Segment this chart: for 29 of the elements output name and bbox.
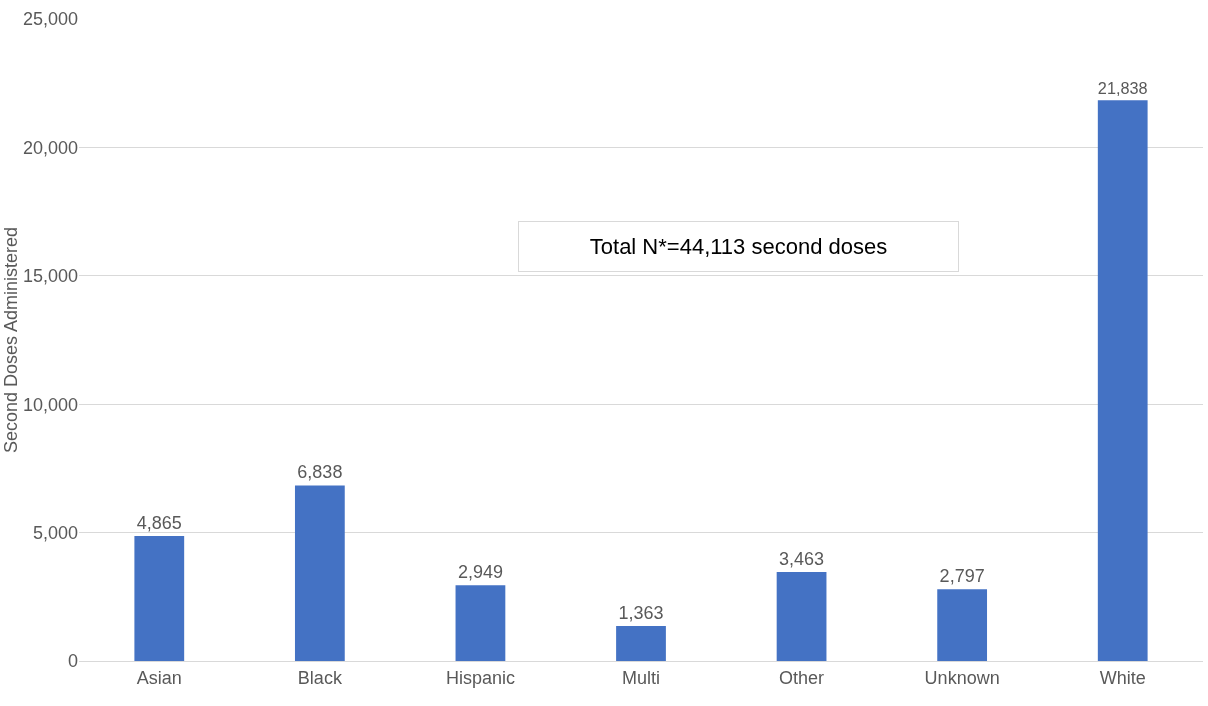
y-tick-label: 10,000 (22, 394, 78, 415)
x-tick-label: Asian (136, 667, 182, 688)
data-label: 2,949 (457, 562, 503, 583)
x-tick-label: White (1099, 667, 1146, 688)
bar (1097, 100, 1148, 661)
x-tick-label: Black (297, 667, 343, 688)
bar (616, 626, 666, 661)
data-label: 21,838 (1097, 78, 1148, 97)
y-tick-label: 20,000 (22, 137, 78, 158)
bar (776, 572, 827, 661)
data-label: 1,363 (618, 603, 664, 623)
annotation: Total N*=44,113 second doses (589, 234, 888, 259)
bar (937, 589, 988, 661)
x-tick-label: Hispanic (445, 667, 515, 688)
bar (455, 585, 506, 661)
data-label: 2,797 (939, 566, 985, 587)
y-tick-label: 0 (67, 651, 78, 672)
x-tick-label: Unknown (924, 667, 1000, 688)
bar (134, 536, 185, 661)
data-label: 3,463 (779, 549, 825, 570)
y-axis-title: Second Doses Administered (0, 226, 21, 454)
data-label: 6,838 (297, 462, 343, 483)
x-tick-label: Multi (621, 667, 661, 688)
y-tick-label: 25,000 (22, 9, 78, 30)
data-label: 4,865 (136, 513, 182, 534)
y-tick-label: 5,000 (32, 522, 78, 543)
bar (294, 485, 345, 661)
y-tick-label: 15,000 (22, 266, 78, 287)
x-tick-label: Other (779, 667, 825, 688)
